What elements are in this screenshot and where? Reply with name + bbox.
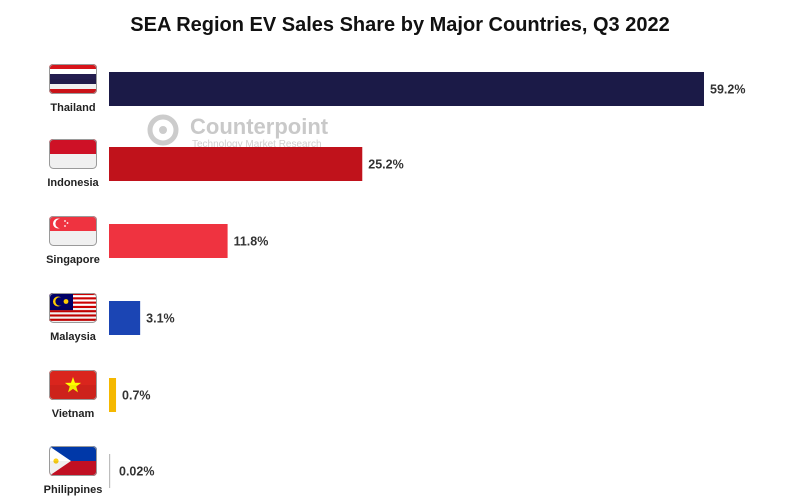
data-label: 0.7% [122, 389, 151, 403]
data-label: 11.8% [234, 235, 269, 249]
data-label: 59.2% [710, 83, 745, 97]
category-label: Indonesia [47, 177, 99, 189]
indonesia-flag-icon [49, 139, 97, 169]
watermark-brand: Counterpoint [190, 114, 329, 139]
category-label: Vietnam [52, 408, 95, 420]
bar [109, 301, 141, 335]
category-label: Thailand [50, 102, 95, 114]
watermark-tagline: Technology Market Research [192, 139, 322, 150]
bar-row-malaysia: Malaysia 3.1% [49, 293, 175, 343]
singapore-flag-icon [49, 216, 97, 246]
bar [109, 378, 117, 412]
category-label: Singapore [46, 254, 100, 266]
category-label: Philippines [44, 484, 103, 496]
data-label: 25.2% [368, 158, 403, 172]
bar-row-singapore: Singapore 11.8% [46, 216, 268, 266]
philippines-flag-icon [49, 446, 97, 476]
malaysia-flag-icon [49, 293, 97, 323]
bar-row-indonesia: Indonesia 25.2% [47, 139, 404, 189]
chart-title: SEA Region EV Sales Share by Major Count… [130, 14, 670, 36]
data-label: 3.1% [146, 312, 175, 326]
thailand-flag-icon [49, 64, 97, 94]
bar-row-vietnam: Vietnam 0.7% [49, 370, 151, 420]
bar-row-philippines: Philippines 0.02% [44, 446, 154, 496]
bar [109, 224, 228, 258]
bar-row-thailand: Thailand 59.2% [49, 64, 745, 114]
bar [109, 454, 111, 488]
data-label: 0.02% [119, 465, 154, 479]
vietnam-flag-icon [49, 370, 97, 400]
bar [109, 72, 704, 106]
bar [109, 147, 363, 181]
counterpoint-logo-icon [147, 114, 179, 146]
category-label: Malaysia [50, 331, 97, 343]
counterpoint-watermark: Counterpoint Technology Market Research [147, 114, 329, 150]
